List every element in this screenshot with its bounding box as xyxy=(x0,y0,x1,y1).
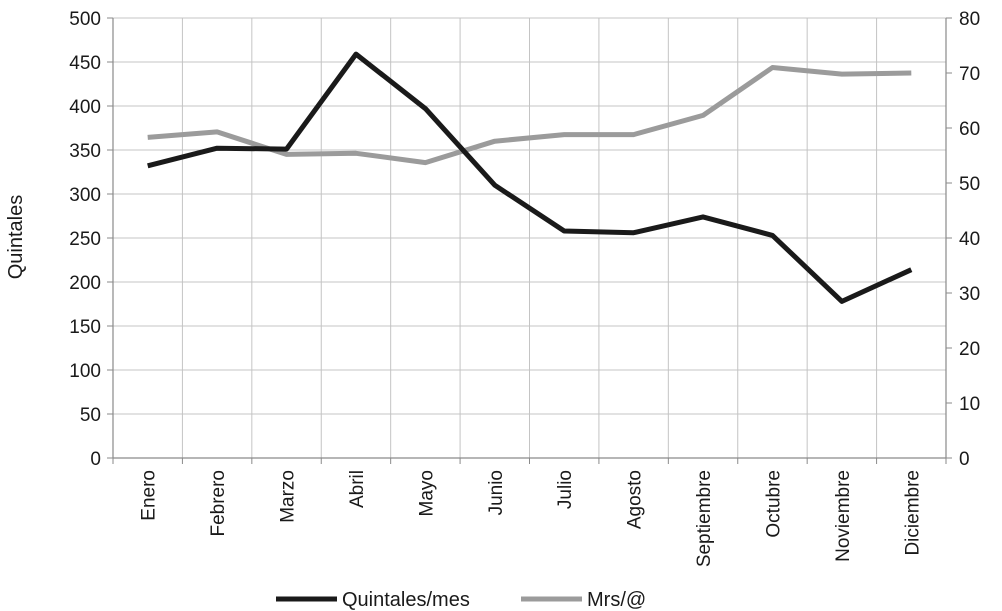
x-tick-label: Abril xyxy=(347,470,368,508)
legend-label: Quintales/mes xyxy=(342,589,470,611)
y-tick-label-right: 30 xyxy=(959,284,980,305)
y-tick-label-left: 300 xyxy=(69,185,101,206)
y-axis-title: Quintales xyxy=(5,195,27,280)
legend: Quintales/mes Mrs/@ xyxy=(276,589,646,611)
axes: 0 50 100 150 200 250 300 350 400 450 500 0 10 20 30 40 5… xyxy=(69,9,980,567)
y-tick-label-left: 150 xyxy=(69,317,101,338)
legend-label: Mrs/@ xyxy=(587,589,646,611)
y-tick-label-right: 40 xyxy=(959,229,980,250)
x-tick-label: Marzo xyxy=(278,470,299,523)
series-lines xyxy=(147,51,913,304)
y-tick-label-left: 450 xyxy=(69,53,101,74)
x-tick-label: Noviembre xyxy=(833,470,854,562)
x-tick-label: Febrero xyxy=(208,470,229,537)
y-tick-label-left: 0 xyxy=(90,449,101,470)
y-tick-label-right: 0 xyxy=(959,449,970,470)
y-tick-label-left: 350 xyxy=(69,141,101,162)
x-tick-label: Agosto xyxy=(625,470,646,529)
y-tick-label-left: 250 xyxy=(69,229,101,250)
x-tick-label: Diciembre xyxy=(902,470,923,556)
y-tick-label-right: 70 xyxy=(959,64,980,85)
y-tick-label-right: 80 xyxy=(959,9,980,30)
y-tick-label-right: 50 xyxy=(959,174,980,195)
x-tick-label: Septiembre xyxy=(694,470,715,567)
y-tick-label-right: 10 xyxy=(959,394,980,415)
grid xyxy=(112,17,947,459)
x-tick-label: Julio xyxy=(555,470,576,509)
y-tick-label-left: 500 xyxy=(69,9,101,30)
series-line-quintales-mes xyxy=(147,51,913,304)
x-tick-label: Junio xyxy=(486,470,507,515)
y-tick-label-right: 20 xyxy=(959,339,980,360)
x-tick-label: Octubre xyxy=(763,470,784,538)
x-tick-label: Enero xyxy=(139,470,160,521)
y-tick-label-left: 400 xyxy=(69,97,101,118)
y-tick-label-left: 50 xyxy=(80,405,101,426)
y-tick-label-left: 200 xyxy=(69,273,101,294)
y-tick-label-right: 60 xyxy=(959,119,980,140)
x-tick-label: Mayo xyxy=(416,470,437,516)
y-tick-label-left: 100 xyxy=(69,361,101,382)
